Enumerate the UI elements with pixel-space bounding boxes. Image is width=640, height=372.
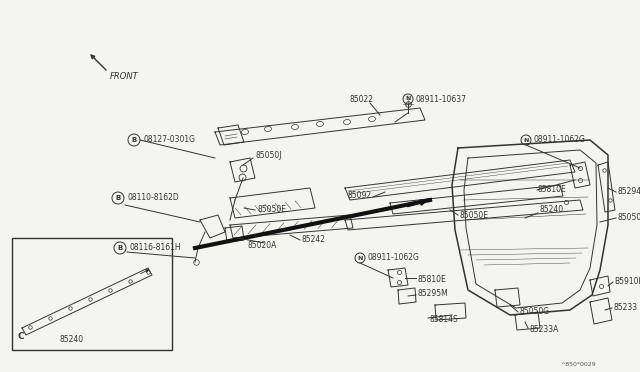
Text: 85050: 85050	[617, 214, 640, 222]
Bar	[12, 238, 172, 350]
Text: 08911-1062G: 08911-1062G	[534, 135, 586, 144]
Text: N: N	[524, 138, 529, 142]
Text: N: N	[357, 256, 363, 260]
Text: 85020A: 85020A	[248, 241, 277, 250]
Text: B5910E: B5910E	[614, 278, 640, 286]
Text: 85050E: 85050E	[258, 205, 287, 215]
Text: B: B	[117, 245, 123, 251]
Text: C: C	[17, 332, 24, 341]
Text: N: N	[405, 96, 411, 102]
Text: B: B	[115, 195, 120, 201]
Text: 85050G: 85050G	[520, 308, 550, 317]
Text: 85233A: 85233A	[530, 326, 559, 334]
Text: FRONT: FRONT	[110, 72, 139, 81]
Text: 08110-8162D: 08110-8162D	[127, 193, 179, 202]
Text: 85810E: 85810E	[418, 276, 447, 285]
Text: 85242: 85242	[302, 235, 326, 244]
Text: 85810E: 85810E	[538, 186, 567, 195]
Text: 08911-10637: 08911-10637	[416, 94, 467, 103]
Text: 08911-1062G: 08911-1062G	[368, 253, 420, 263]
Text: 85240: 85240	[540, 205, 564, 215]
Text: 85240: 85240	[60, 336, 84, 344]
Text: B: B	[131, 137, 136, 143]
Text: 85050J: 85050J	[256, 151, 282, 160]
Text: 85233: 85233	[614, 304, 638, 312]
Text: 85092: 85092	[348, 190, 372, 199]
Text: 85814S: 85814S	[430, 315, 459, 324]
Text: 08116-8161H: 08116-8161H	[129, 244, 180, 253]
Text: 85022: 85022	[350, 96, 374, 105]
Text: 85050E: 85050E	[460, 211, 489, 219]
Text: 08127-0301G: 08127-0301G	[143, 135, 195, 144]
Text: 85294M: 85294M	[617, 187, 640, 196]
Text: ^850*0029: ^850*0029	[560, 362, 596, 368]
Text: 85295M: 85295M	[418, 289, 449, 298]
